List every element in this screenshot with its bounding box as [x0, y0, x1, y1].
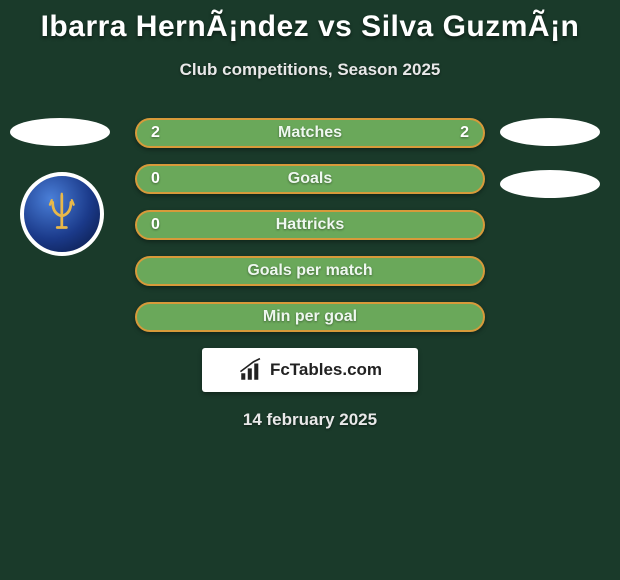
bar-chart-icon: [238, 357, 264, 383]
attribution-box: FcTables.com: [202, 348, 418, 392]
stat-row-matches: 2 Matches 2: [135, 118, 485, 148]
stat-row-hattricks: 0 Hattricks: [135, 210, 485, 240]
stats-panel: 2 Matches 2 0 Goals 0 Hattricks Goals pe…: [0, 118, 620, 430]
stat-row-goals: 0 Goals: [135, 164, 485, 194]
stat-row-min-per-goal: Min per goal: [135, 302, 485, 332]
stat-rows: 2 Matches 2 0 Goals 0 Hattricks Goals pe…: [135, 118, 485, 332]
trident-icon: [39, 191, 85, 237]
stat-label: Goals per match: [247, 262, 372, 280]
page-title: Ibarra HernÃ¡ndez vs Silva GuzmÃ¡n: [0, 0, 620, 44]
stat-label: Hattricks: [276, 216, 344, 234]
player-avatar: [20, 172, 104, 256]
stat-row-goals-per-match: Goals per match: [135, 256, 485, 286]
stat-label: Min per goal: [263, 308, 357, 326]
stat-right-value: 2: [460, 124, 469, 142]
right-team-badge-2: [500, 170, 600, 198]
right-team-badge-1: [500, 118, 600, 146]
stat-label: Matches: [278, 124, 342, 142]
subtitle: Club competitions, Season 2025: [0, 60, 620, 80]
report-date: 14 february 2025: [0, 410, 620, 430]
stat-left-value: 2: [151, 124, 160, 142]
attribution-text: FcTables.com: [270, 360, 382, 380]
stat-label: Goals: [288, 170, 332, 188]
stat-left-value: 0: [151, 216, 160, 234]
stat-left-value: 0: [151, 170, 160, 188]
left-team-badge-1: [10, 118, 110, 146]
